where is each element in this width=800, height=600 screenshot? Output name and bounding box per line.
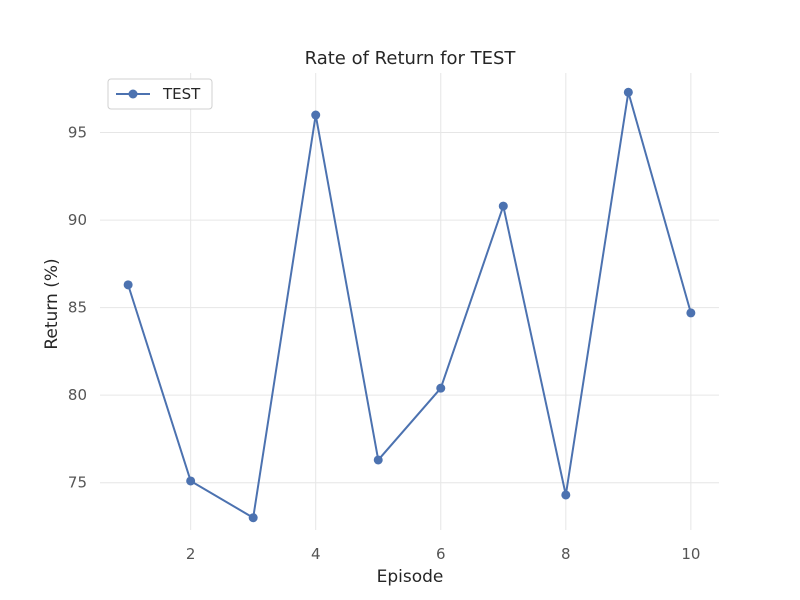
x-tick-label: 8: [561, 545, 571, 563]
x-tick-labels: 2 4 6 8 10: [186, 545, 701, 563]
data-point-marker: [561, 490, 571, 500]
y-tick-label: 80: [68, 386, 87, 404]
y-tick-label: 90: [68, 211, 87, 229]
data-point-marker: [311, 110, 321, 120]
y-tick-label: 95: [68, 124, 87, 142]
x-tick-label: 10: [681, 545, 700, 563]
legend: TEST: [107, 78, 213, 110]
data-point-marker: [686, 308, 696, 318]
data-point-marker: [498, 201, 508, 211]
legend-label: TEST: [162, 85, 201, 103]
data-point-marker: [248, 513, 258, 523]
x-tick-label: 6: [436, 545, 446, 563]
series-line: [127, 91, 692, 519]
data-point-marker: [123, 280, 133, 290]
chart-title: Rate of Return for TEST: [305, 48, 517, 69]
y-axis-label: Return (%): [42, 258, 62, 349]
data-point-marker: [186, 476, 196, 486]
x-tick-label: 2: [186, 545, 196, 563]
series-layer: [123, 87, 696, 523]
legend-box: [107, 78, 213, 110]
data-point-marker: [436, 383, 446, 393]
y-tick-labels: 75 80 85 90 95: [68, 124, 87, 492]
x-tick-label: 4: [311, 545, 321, 563]
data-point-marker: [373, 455, 383, 465]
legend-marker-icon: [128, 89, 138, 99]
y-tick-label: 75: [68, 474, 87, 492]
y-tick-label: 85: [68, 299, 87, 317]
grid: [100, 73, 719, 530]
data-point-marker: [623, 87, 633, 97]
x-axis-label: Episode: [377, 567, 444, 587]
